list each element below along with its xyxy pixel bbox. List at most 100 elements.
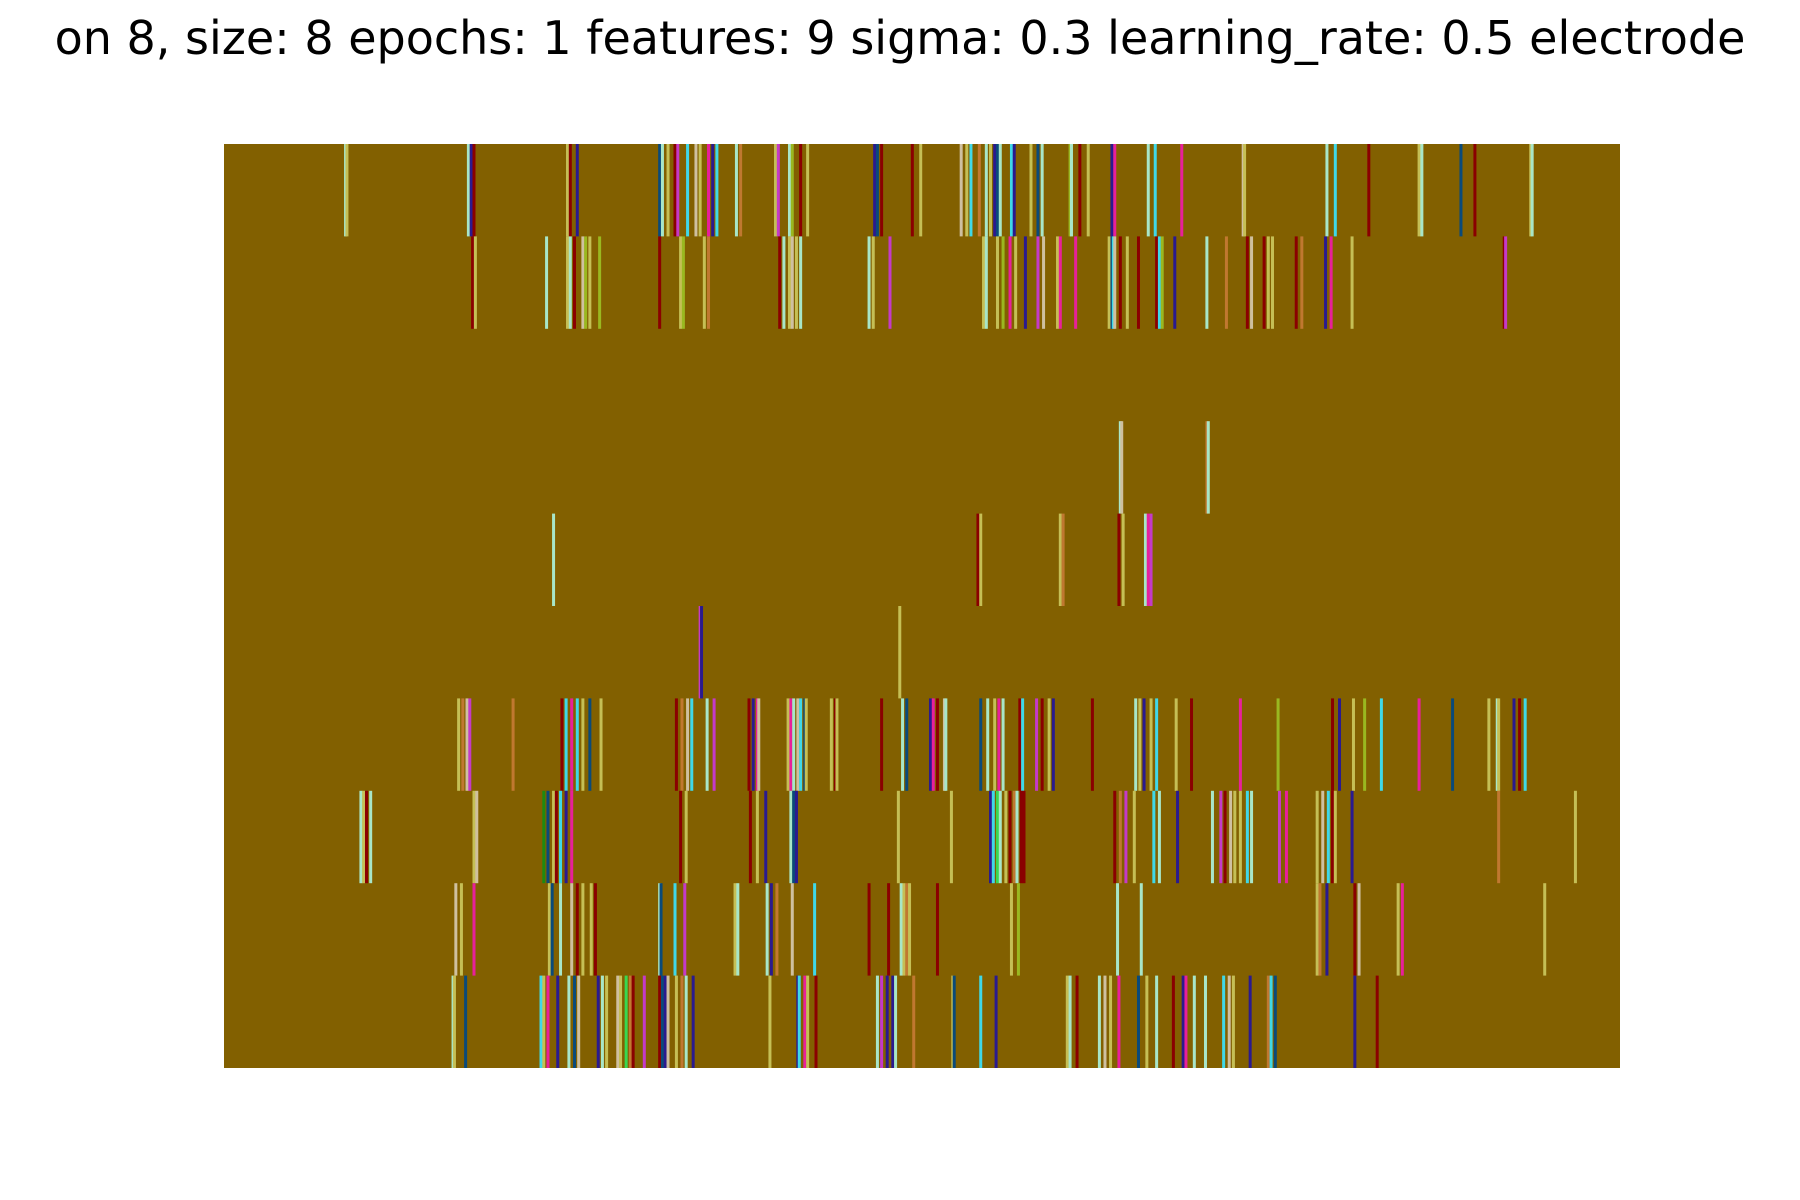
spike-mark: [547, 883, 551, 976]
spike-mark: [1171, 975, 1175, 1068]
spike-mark: [986, 698, 990, 791]
spike-mark: [1015, 790, 1019, 884]
spike-mark: [673, 883, 677, 976]
spike-mark: [564, 698, 568, 791]
spike-mark: [1231, 975, 1235, 1068]
spike-mark: [589, 883, 593, 976]
spike-mark: [345, 144, 349, 237]
spike-mark: [873, 144, 877, 237]
spike-mark: [1125, 236, 1129, 329]
spike-mark: [1061, 513, 1065, 606]
spike-mark: [1149, 513, 1153, 606]
spike-mark: [993, 698, 997, 791]
spike-mark: [584, 236, 588, 329]
spike-mark: [1497, 698, 1501, 791]
spike-mark: [681, 236, 685, 329]
spike-mark: [995, 236, 999, 329]
spike-mark: [1155, 236, 1159, 329]
spike-mark: [782, 236, 786, 329]
spike-mark: [776, 144, 780, 237]
spike-mark: [1075, 975, 1079, 1068]
spike-mark: [1113, 144, 1117, 237]
spike-mark: [598, 236, 602, 329]
spike-mark: [998, 790, 1002, 884]
spike-mark: [700, 606, 704, 699]
spike-mark: [691, 975, 695, 1068]
spike-mark: [789, 790, 793, 884]
spike-mark: [1184, 975, 1188, 1068]
spike-mark: [570, 883, 574, 976]
spike-mark: [1181, 975, 1185, 1068]
spike-mark: [566, 236, 570, 329]
spike-mark: [554, 790, 558, 884]
spike-mark: [1090, 698, 1094, 791]
spike-mark: [1224, 236, 1228, 329]
spike-mark: [794, 790, 798, 884]
spike-mark: [880, 144, 884, 237]
spike-mark: [1417, 698, 1421, 791]
spike-mark: [1136, 975, 1140, 1068]
spike-mark: [1160, 236, 1164, 329]
spike-mark: [751, 698, 755, 791]
spike-mark: [1146, 513, 1150, 606]
spike-mark: [804, 698, 808, 791]
spike-mark: [1065, 975, 1069, 1068]
spike-mark: [674, 975, 678, 1068]
spike-mark: [1086, 144, 1090, 237]
spike-mark: [680, 698, 684, 791]
spike-mark: [711, 144, 715, 237]
spike-mark: [466, 144, 470, 237]
spike-mark: [702, 236, 706, 329]
spike-mark: [1138, 698, 1142, 791]
spike-mark: [1206, 421, 1210, 514]
spike-mark: [774, 144, 778, 237]
spike-mark: [871, 236, 875, 329]
spike-mark: [1400, 883, 1404, 976]
spike-mark: [631, 975, 635, 1068]
spike-mark: [570, 790, 574, 884]
spike-mark: [979, 698, 983, 791]
spike-mark: [1145, 975, 1149, 1068]
spike-mark: [1047, 698, 1051, 791]
spike-mark: [663, 975, 667, 1068]
spike-mark: [559, 790, 563, 884]
spike-mark: [575, 144, 579, 237]
spike-mark: [905, 883, 909, 976]
spike-mark: [991, 790, 995, 884]
spike-mark: [1120, 421, 1124, 514]
spike-mark: [564, 790, 568, 884]
spike-mark: [676, 144, 680, 237]
spike-mark: [1192, 975, 1196, 1068]
spike-mark: [982, 236, 986, 329]
spike-mark: [1014, 236, 1018, 329]
spike-mark: [976, 513, 980, 606]
spike-mark: [673, 144, 677, 237]
spike-mark: [683, 883, 687, 976]
spike-mark: [1338, 698, 1342, 791]
spike-mark: [468, 698, 472, 791]
spike-mark: [733, 883, 737, 976]
spike-mark: [1058, 513, 1062, 606]
spike-mark: [998, 144, 1002, 237]
spike-mark: [459, 883, 463, 976]
spike-mark: [658, 144, 662, 237]
spike-mark: [1250, 790, 1254, 884]
spike-mark: [829, 698, 833, 791]
spike-mark: [1273, 975, 1277, 1068]
spike-mark: [573, 236, 576, 329]
spike-mark: [1023, 236, 1027, 329]
spike-mark: [546, 790, 550, 884]
spike-mark: [1058, 236, 1062, 329]
spike-mark: [1042, 236, 1046, 329]
spike-mark: [542, 975, 546, 1068]
spike-mark: [1029, 144, 1033, 237]
spike-mark: [1205, 236, 1209, 329]
spike-mark: [778, 236, 782, 329]
spike-mark: [1110, 144, 1114, 237]
spike-mark: [1333, 790, 1337, 884]
spike-mark: [660, 975, 664, 1068]
spike-mark: [899, 883, 903, 976]
spike-mark: [475, 790, 479, 884]
spike-mark: [560, 698, 564, 791]
spike-mark: [690, 698, 694, 791]
